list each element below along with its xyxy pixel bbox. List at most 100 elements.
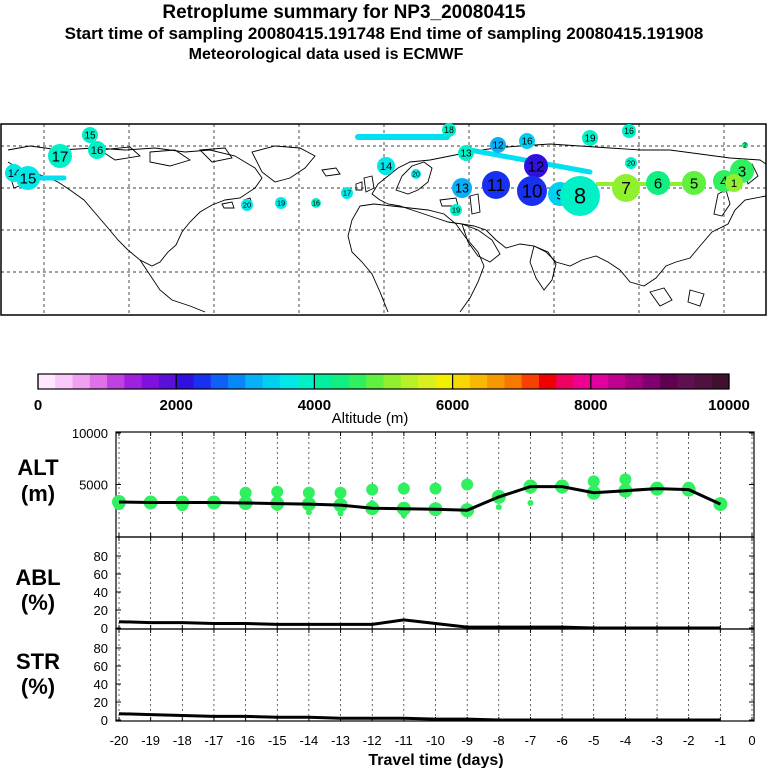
colorbar-swatch [573,374,592,389]
abl-y-tick-label: 80 [94,549,108,564]
alt-label: ALT [17,455,59,480]
colorbar-swatch [124,374,143,389]
coastline [139,259,206,313]
colorbar-swatch [314,374,333,389]
str-y-tick-label: 20 [94,695,108,710]
x-tick-label: -1 [715,733,727,748]
plume-marker-label: 16 [624,126,634,136]
plume-marker [625,157,637,169]
coastline [363,175,375,193]
str-panel: 80 60 40 20 0 [94,628,755,728]
x-tick-label: -14 [300,733,319,748]
plume-marker-label: 20 [627,159,635,168]
coastline [469,193,481,215]
meteorological-data-line: Meteorological data used is ECMWF [188,46,464,63]
alt-panel: 10000 5000 [72,426,755,538]
plume-marker-label: 4 [720,174,728,189]
x-tick-label: -7 [525,733,537,748]
str-series-line [118,712,721,722]
colorbar-swatch [210,374,229,389]
colorbar-swatch [193,374,212,389]
plume-marker [275,197,287,209]
plume-marker [82,127,98,143]
alt-y-tick-label: 10000 [72,426,108,441]
alt-unit: (m) [21,481,55,506]
abl-y-tick-label: 0 [101,621,108,636]
plume-marker [524,154,548,178]
alt-scatter-point [587,475,600,488]
plume-marker-label: 19 [277,199,285,208]
colorbar-swatch [72,374,91,389]
x-tick-label: -15 [268,733,287,748]
colorbar-swatch [141,374,160,389]
plume-marker-label: 18 [444,125,454,135]
colorbar-swatch [435,374,454,389]
alt-scatter-point [429,482,442,495]
x-tick-label: -17 [205,733,224,748]
str-label: STR [16,649,60,674]
plume-marker [682,171,706,195]
abl-panel-frame [115,536,755,630]
coastline [251,145,316,183]
map-plume-markers: 15 17 16 18 13 12 16 19 14 20 16 20 19 16 17 14 15 13 12 11… [5,123,754,216]
alt-scatter-point [619,473,632,486]
colorbar-swatch [176,374,194,389]
plume-marker [311,198,321,208]
alt-scatter-point [527,500,534,507]
plume-marker-label: 15 [84,131,96,142]
colorbar-swatch [279,374,298,389]
colorbar-swatch [383,374,402,389]
colorbar-swatch [659,374,678,389]
coastline [649,287,673,307]
colorbar-swatch [625,374,644,389]
plume-marker-label: 6 [654,175,662,192]
str-y-tick-label: 40 [94,677,108,692]
colorbar-swatch [521,374,540,389]
colorbar-swatch [366,374,384,389]
plume-marker-label: 15 [20,170,37,187]
coastline [347,205,389,313]
coastline [198,147,233,163]
colorbar-swatch [608,374,626,389]
coastline [379,195,767,287]
x-tick-label: -6 [556,733,568,748]
plume-marker-label: 20 [243,201,251,210]
plume-marker [88,141,106,159]
str-y-tick-label: 60 [94,659,108,674]
coastline [395,161,433,195]
plume-marker [482,171,510,199]
abl-y-tick-label: 20 [94,603,108,618]
x-tick-label: -12 [363,733,382,748]
plume-marker-label: 16 [91,145,104,157]
coastline [149,149,192,167]
alt-scatter-point [397,482,410,495]
coastline [98,146,142,161]
alt-scatter-point [239,486,252,499]
colorbar-swatch [400,374,419,389]
colorbar-swatch [504,374,523,389]
plume-marker-label: 20 [412,171,420,178]
str-unit: (%) [21,674,55,699]
plume-marker-label: 14 [380,161,393,173]
colorbar-swatch [55,374,74,389]
plume-marker-label: 19 [452,206,460,215]
coastline [355,181,363,191]
plume-marker-label: 19 [584,134,596,145]
colorbar-swatch [487,374,505,389]
colorbar-swatch [228,374,246,389]
abl-y-tick-label: 40 [94,585,108,600]
sampling-time-line: Start time of sampling 20080415.191748 E… [64,24,704,43]
colorbar-swatch [538,374,557,389]
colorbar-swatch [711,374,730,389]
x-axis-label: Travel time (days) [368,752,503,768]
plume-marker [452,178,472,198]
plume-marker-label: 12 [528,158,545,175]
coastline [359,203,485,313]
x-tick-label: -5 [588,733,600,748]
plume-marker-label: 9 [556,186,564,203]
colorbar-swatch [348,374,367,389]
colorbar-tick-label: 6000 [436,397,469,414]
map-coastlines [7,143,767,313]
x-tick-label: -9 [461,733,473,748]
plume-marker [582,130,598,146]
